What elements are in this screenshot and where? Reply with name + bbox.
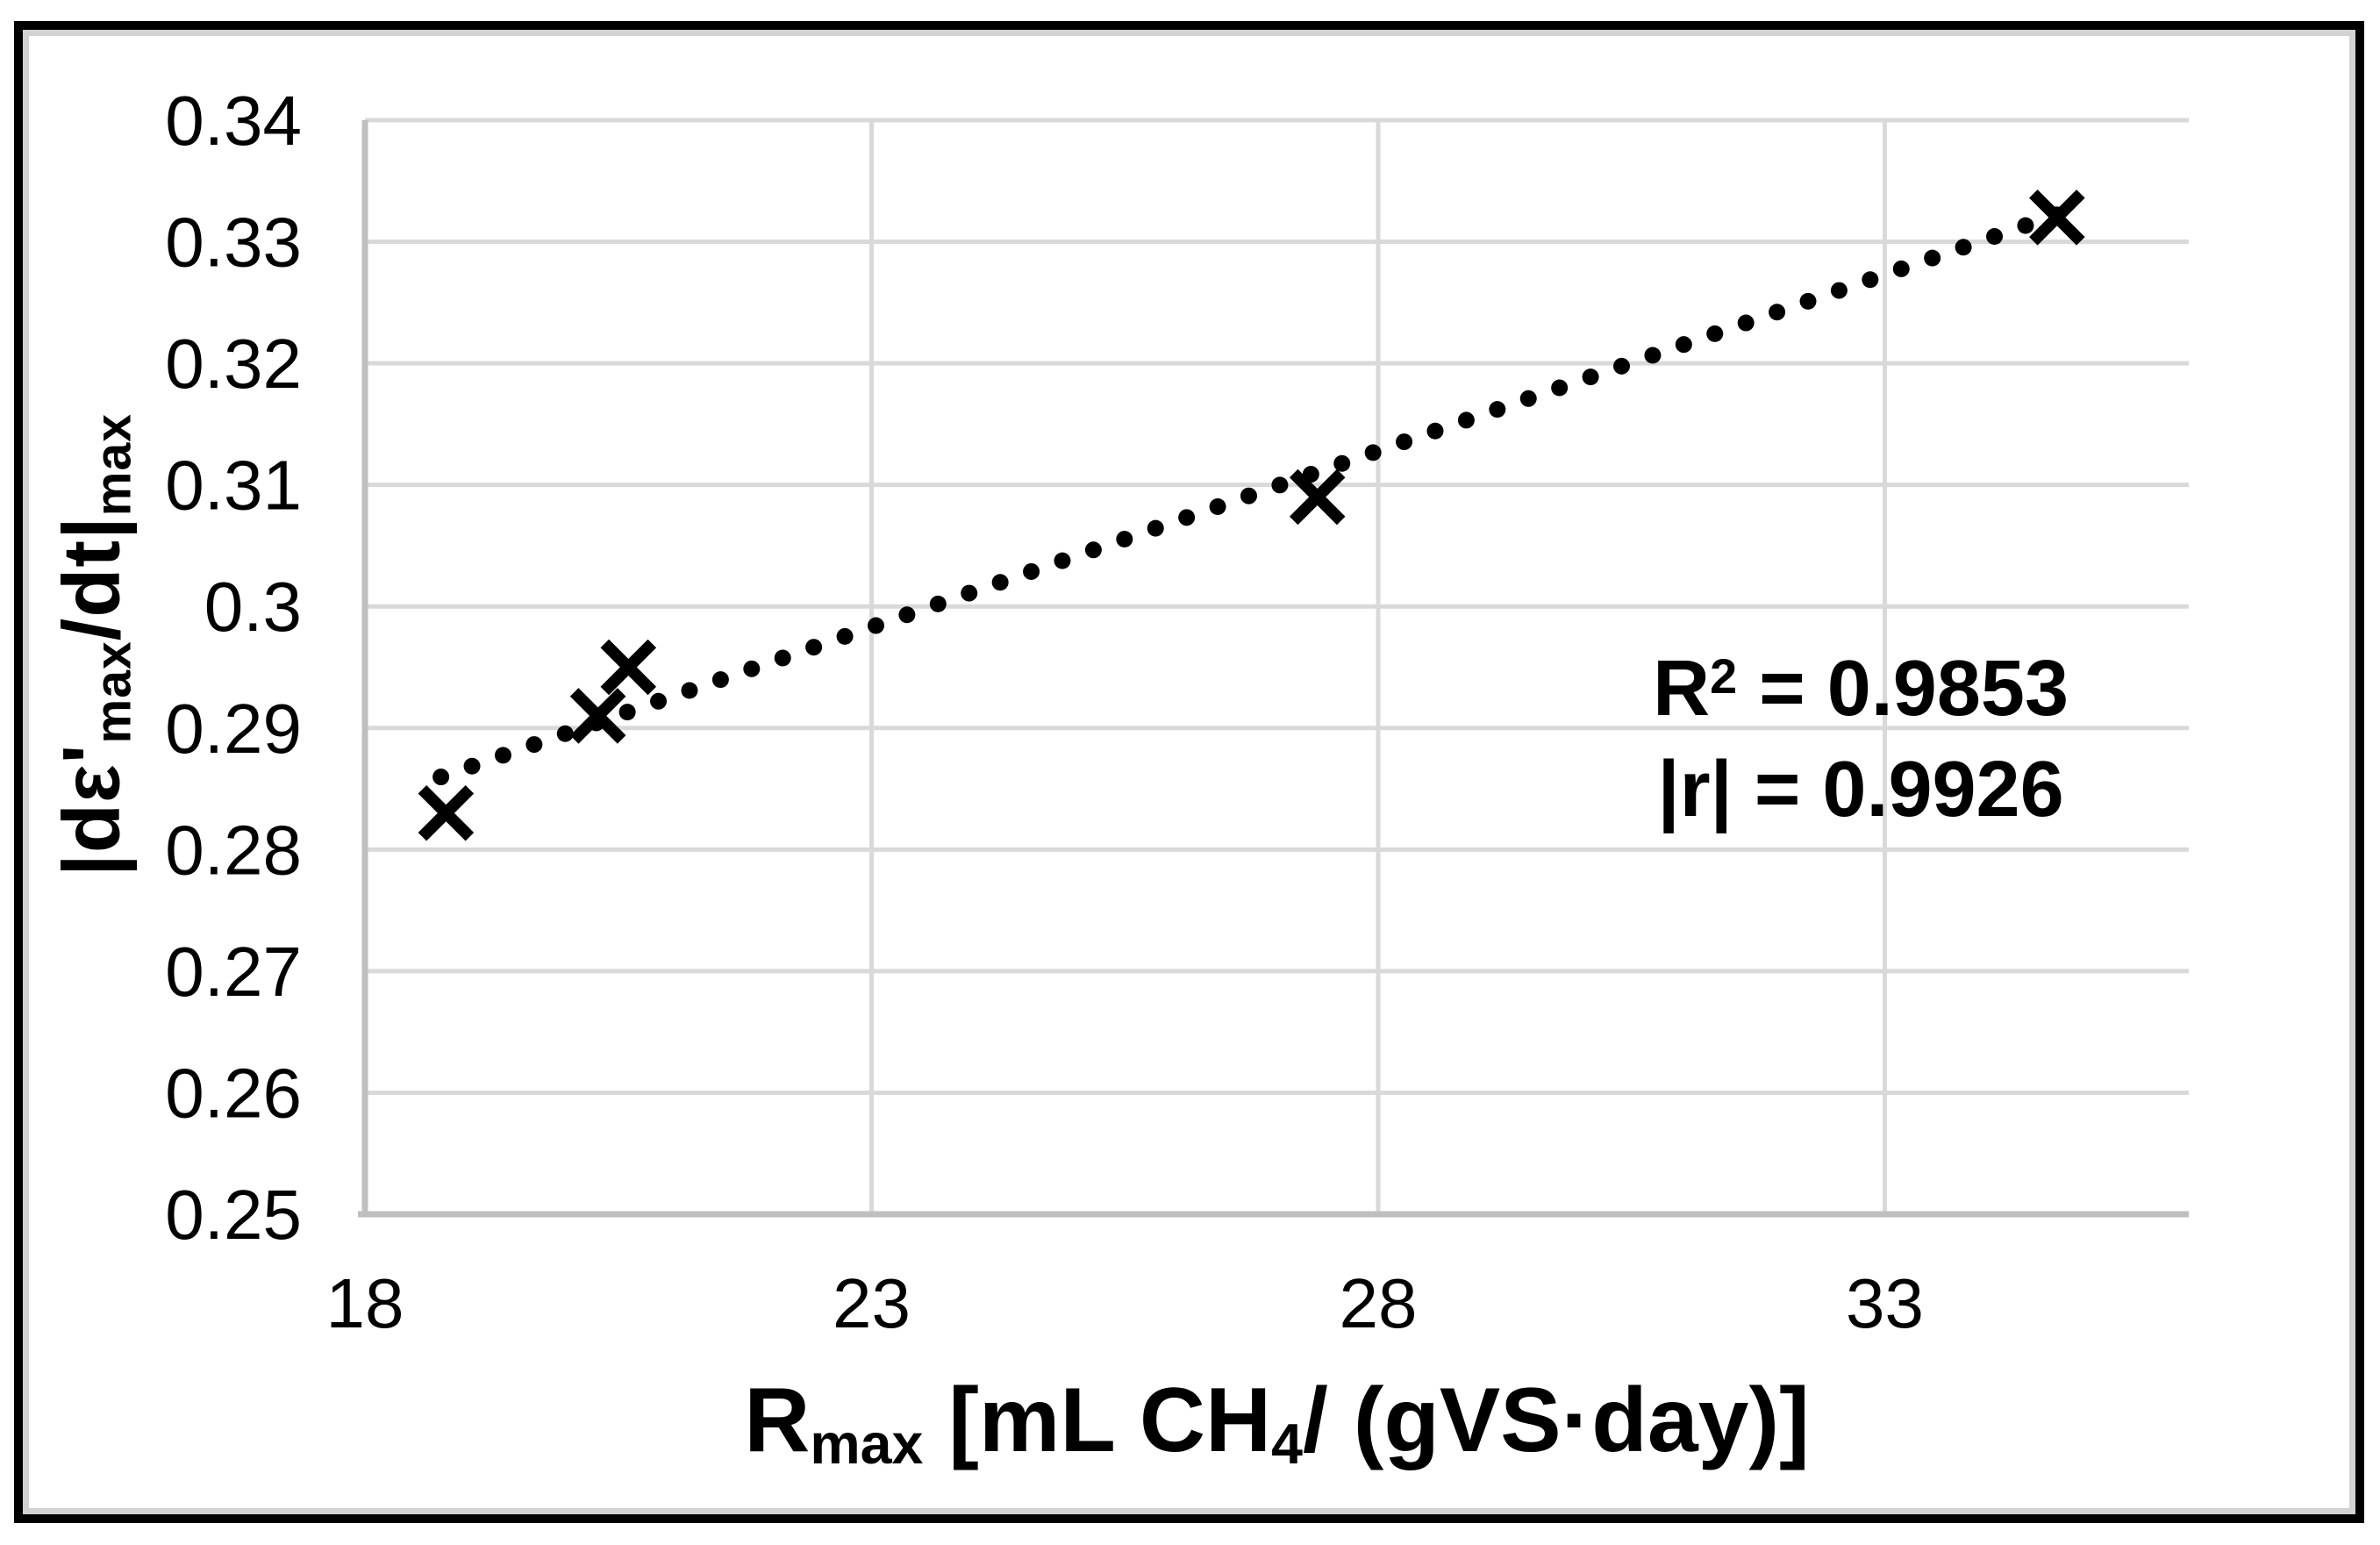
marker-stroke <box>600 639 657 696</box>
y-tick-label: 0.31 <box>165 447 302 525</box>
trendline <box>432 203 2074 786</box>
trendline-stats: R2 = 0.9853 |r| = 0.9926 <box>1653 639 2069 840</box>
marker-stroke <box>1289 469 1346 526</box>
y-tick-label: 0.34 <box>165 82 302 160</box>
x-title-unit: / (gVS·day)] <box>1302 1370 1810 1471</box>
y-title-subscript: max <box>85 640 142 744</box>
data-point-marker <box>569 688 626 744</box>
r-squared-exponent: 2 <box>1710 647 1738 704</box>
x-tick-label: 28 <box>1340 1264 1418 1342</box>
chart-border-inner <box>23 30 2355 1514</box>
y-title-part: /dt| <box>46 516 137 641</box>
y-tick-label: 0.32 <box>165 325 302 403</box>
marker-stroke <box>569 688 626 744</box>
y-tick-label: 0.29 <box>165 690 302 768</box>
x-tick-label: 18 <box>326 1264 404 1342</box>
y-title-part: |dε' <box>46 743 137 876</box>
x-title-unit: [mL CH <box>923 1370 1272 1471</box>
marker-stroke <box>418 784 475 841</box>
marker-stroke <box>2029 190 2085 246</box>
y-tick-label: 0.26 <box>165 1054 302 1132</box>
x-title-subscript: max <box>810 1413 924 1477</box>
y-tick-label: 0.27 <box>165 933 302 1011</box>
y-tick-label: 0.3 <box>204 568 302 646</box>
y-title-subscript: max <box>85 413 142 517</box>
y-tick-label: 0.25 <box>165 1176 302 1254</box>
r-squared-value: = 0.9853 <box>1737 645 2069 733</box>
data-point-marker <box>1289 469 1346 526</box>
data-point-marker <box>600 639 657 696</box>
y-tick-label: 0.28 <box>165 811 302 889</box>
y-axis-title: |dε'max/dt|max <box>46 413 142 876</box>
x-tick-label: 23 <box>833 1264 911 1342</box>
r-squared-annotation: R2 = 0.9853 <box>1653 639 2069 740</box>
x-tick-label: 33 <box>1846 1264 1924 1342</box>
data-point-marker <box>418 784 475 841</box>
data-point-marker <box>2029 190 2085 246</box>
x-title-unit-subscript: 4 <box>1271 1413 1303 1477</box>
x-title-symbol: R <box>744 1370 811 1471</box>
y-tick-label: 0.33 <box>165 204 302 282</box>
x-axis-title: Rmax [mL CH4/ (gVS·day)] <box>365 1369 2189 1477</box>
r-squared-symbol: R <box>1653 645 1711 733</box>
chart-border <box>14 21 2364 1523</box>
r-annotation: |r| = 0.9926 <box>1657 746 2064 834</box>
